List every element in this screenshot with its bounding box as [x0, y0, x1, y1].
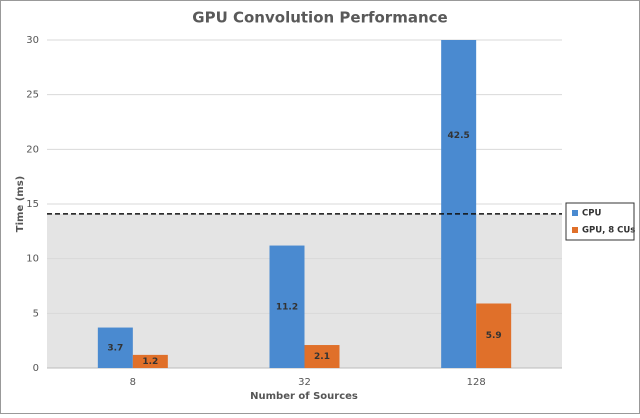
- y-axis-label: Time (ms): [15, 176, 26, 232]
- y-tick-label: 20: [26, 144, 39, 155]
- plot-area: [97, 40, 512, 368]
- y-tick-label: 5: [33, 308, 39, 319]
- value-label: 5.9: [486, 331, 502, 341]
- legend-label: GPU, 8 CUs: [582, 226, 635, 236]
- bar: [97, 327, 133, 368]
- chart-title: GPU Convolution Performance: [192, 9, 447, 27]
- x-tick-label: 8: [130, 377, 136, 388]
- value-label: 3.7: [107, 343, 123, 353]
- bar: [132, 354, 168, 368]
- legend-label: CPU: [582, 209, 601, 219]
- value-label: 1.2: [142, 357, 158, 367]
- legend-swatch: [572, 210, 578, 216]
- legend-swatch: [572, 227, 578, 233]
- y-tick-label: 15: [26, 199, 39, 210]
- bar: [304, 345, 340, 368]
- y-tick-label: 25: [26, 90, 39, 101]
- y-tick-label: 10: [26, 254, 39, 265]
- x-tick-label: 32: [298, 377, 311, 388]
- bar: [269, 245, 305, 368]
- y-tick-label: 0: [33, 363, 39, 374]
- x-tick-label: 128: [467, 377, 486, 388]
- value-label: 11.2: [276, 302, 298, 312]
- y-tick-label: 30: [26, 35, 39, 46]
- value-label: 2.1: [314, 352, 330, 362]
- value-label: 42.5: [448, 131, 470, 141]
- x-axis-label: Number of Sources: [250, 391, 358, 402]
- bar: [476, 303, 512, 368]
- bar: [441, 40, 477, 368]
- legend-box: [565, 202, 635, 241]
